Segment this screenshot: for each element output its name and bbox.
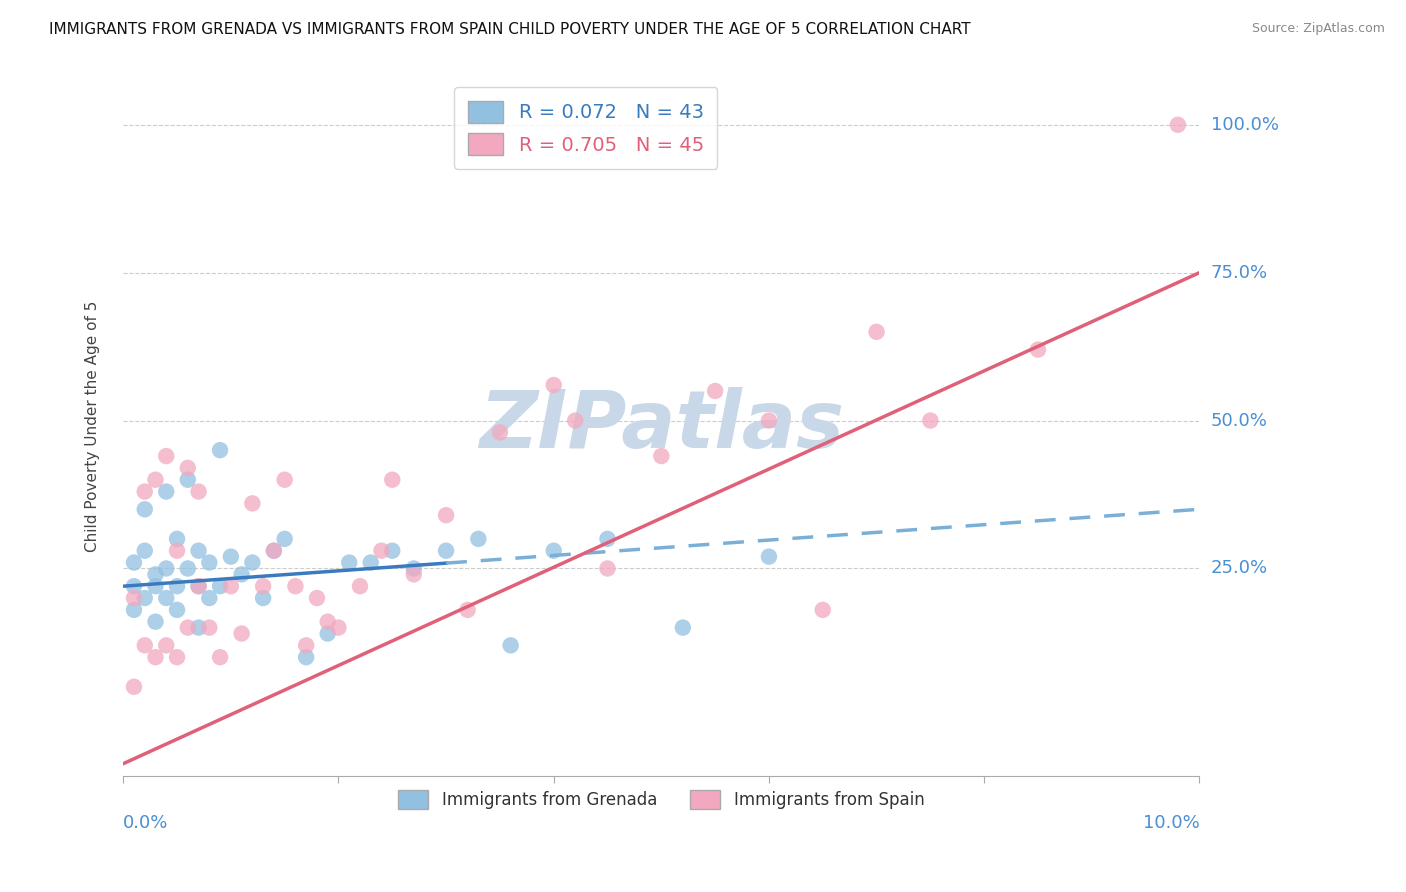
- Text: 50.0%: 50.0%: [1211, 411, 1267, 430]
- Point: [467, 532, 489, 546]
- Point: [381, 543, 404, 558]
- Point: [166, 603, 188, 617]
- Point: [543, 378, 565, 392]
- Point: [155, 561, 177, 575]
- Text: 25.0%: 25.0%: [1211, 559, 1268, 577]
- Point: [295, 650, 318, 665]
- Point: [1167, 118, 1189, 132]
- Point: [434, 543, 457, 558]
- Point: [145, 473, 167, 487]
- Point: [219, 549, 242, 564]
- Point: [328, 621, 350, 635]
- Y-axis label: Child Poverty Under the Age of 5: Child Poverty Under the Age of 5: [86, 301, 100, 552]
- Point: [295, 639, 318, 653]
- Point: [187, 543, 209, 558]
- Point: [155, 484, 177, 499]
- Point: [209, 579, 232, 593]
- Point: [145, 650, 167, 665]
- Point: [564, 413, 586, 427]
- Text: 10.0%: 10.0%: [1143, 814, 1199, 832]
- Point: [122, 603, 145, 617]
- Point: [920, 413, 942, 427]
- Point: [155, 449, 177, 463]
- Point: [187, 621, 209, 635]
- Text: IMMIGRANTS FROM GRENADA VS IMMIGRANTS FROM SPAIN CHILD POVERTY UNDER THE AGE OF : IMMIGRANTS FROM GRENADA VS IMMIGRANTS FR…: [49, 22, 970, 37]
- Point: [457, 603, 479, 617]
- Point: [166, 532, 188, 546]
- Point: [273, 532, 295, 546]
- Point: [209, 443, 232, 458]
- Point: [134, 543, 156, 558]
- Text: 75.0%: 75.0%: [1211, 264, 1268, 282]
- Point: [337, 556, 360, 570]
- Point: [240, 556, 263, 570]
- Point: [177, 561, 200, 575]
- Point: [316, 626, 339, 640]
- Point: [187, 484, 209, 499]
- Point: [134, 639, 156, 653]
- Point: [349, 579, 371, 593]
- Point: [596, 532, 619, 546]
- Point: [402, 561, 425, 575]
- Point: [231, 567, 253, 582]
- Point: [758, 549, 780, 564]
- Point: [134, 484, 156, 499]
- Point: [489, 425, 512, 440]
- Point: [166, 543, 188, 558]
- Point: [145, 567, 167, 582]
- Text: 0.0%: 0.0%: [124, 814, 169, 832]
- Point: [360, 556, 382, 570]
- Text: ZIPatlas: ZIPatlas: [479, 387, 844, 466]
- Point: [187, 579, 209, 593]
- Point: [672, 621, 695, 635]
- Point: [177, 473, 200, 487]
- Point: [402, 567, 425, 582]
- Point: [263, 543, 285, 558]
- Point: [145, 615, 167, 629]
- Point: [704, 384, 727, 398]
- Point: [381, 473, 404, 487]
- Point: [198, 556, 221, 570]
- Point: [145, 579, 167, 593]
- Point: [811, 603, 834, 617]
- Point: [543, 543, 565, 558]
- Point: [134, 502, 156, 516]
- Point: [758, 413, 780, 427]
- Point: [434, 508, 457, 523]
- Point: [305, 591, 328, 605]
- Point: [166, 579, 188, 593]
- Point: [134, 591, 156, 605]
- Point: [209, 650, 232, 665]
- Point: [198, 621, 221, 635]
- Point: [177, 621, 200, 635]
- Point: [122, 591, 145, 605]
- Point: [166, 650, 188, 665]
- Point: [177, 461, 200, 475]
- Point: [240, 496, 263, 510]
- Point: [122, 680, 145, 694]
- Point: [252, 579, 274, 593]
- Point: [252, 591, 274, 605]
- Text: Source: ZipAtlas.com: Source: ZipAtlas.com: [1251, 22, 1385, 36]
- Point: [273, 473, 295, 487]
- Point: [263, 543, 285, 558]
- Point: [316, 615, 339, 629]
- Point: [155, 591, 177, 605]
- Point: [219, 579, 242, 593]
- Point: [1026, 343, 1049, 357]
- Point: [284, 579, 307, 593]
- Point: [650, 449, 672, 463]
- Point: [370, 543, 392, 558]
- Point: [596, 561, 619, 575]
- Point: [499, 639, 522, 653]
- Point: [122, 556, 145, 570]
- Text: 100.0%: 100.0%: [1211, 116, 1278, 134]
- Legend: Immigrants from Grenada, Immigrants from Spain: Immigrants from Grenada, Immigrants from…: [392, 783, 931, 816]
- Point: [187, 579, 209, 593]
- Point: [155, 639, 177, 653]
- Point: [198, 591, 221, 605]
- Point: [231, 626, 253, 640]
- Point: [122, 579, 145, 593]
- Point: [865, 325, 887, 339]
